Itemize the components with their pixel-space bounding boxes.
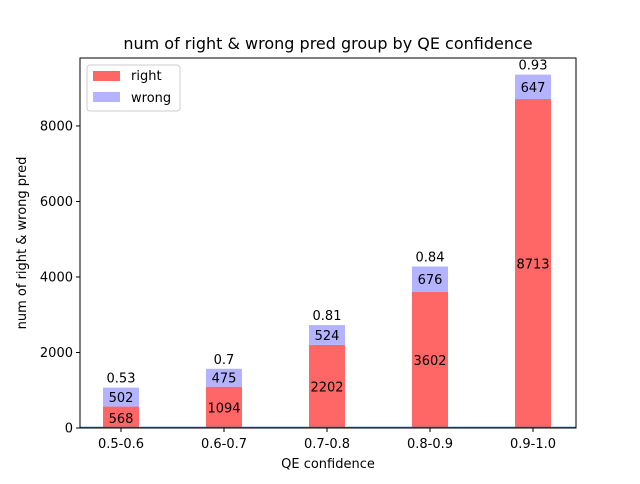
legend-label-right: right bbox=[131, 69, 162, 84]
bar-wrong bbox=[309, 325, 345, 345]
data-label-right: 568 bbox=[109, 412, 134, 427]
ratio-label: 0.93 bbox=[519, 59, 548, 74]
data-label-wrong: 475 bbox=[212, 372, 237, 387]
plot-area: 568 502 0.53 1094 475 0.7 2202 524 0.81 3602 676 0.… bbox=[80, 59, 576, 429]
y-tick-label: 4000 bbox=[40, 270, 73, 285]
data-label-right: 1094 bbox=[207, 401, 240, 416]
bar-wrong bbox=[206, 368, 242, 387]
bar-right bbox=[103, 406, 139, 428]
bar-wrong bbox=[515, 74, 551, 100]
chart-title: num of right & wrong pred group by QE co… bbox=[123, 34, 532, 53]
x-tick-label: 0.6-0.7 bbox=[201, 437, 247, 452]
x-axis: 0.5-0.6 0.6-0.7 0.7-0.8 0.8-0.9 0.9-1.0 bbox=[98, 428, 556, 452]
ratio-label: 0.7 bbox=[214, 353, 235, 368]
data-label-right: 2202 bbox=[310, 380, 343, 395]
ratio-label: 0.81 bbox=[313, 309, 342, 324]
y-tick-label: 0 bbox=[65, 422, 73, 437]
legend-swatch-right bbox=[93, 71, 120, 81]
y-tick-label: 6000 bbox=[40, 195, 73, 210]
x-tick-label: 0.9-1.0 bbox=[510, 437, 556, 452]
bar-right bbox=[515, 99, 551, 428]
data-label-right: 3602 bbox=[413, 354, 446, 369]
bar-right bbox=[309, 344, 345, 428]
data-label-wrong: 676 bbox=[418, 273, 443, 288]
y-axis-label: num of right & wrong pred bbox=[15, 157, 30, 330]
y-tick-label: 8000 bbox=[40, 119, 73, 134]
x-tick-label: 0.5-0.6 bbox=[98, 437, 144, 452]
x-tick-label: 0.7-0.8 bbox=[304, 437, 350, 452]
bar-wrong bbox=[412, 266, 448, 293]
plot-frame bbox=[79, 57, 577, 429]
bar-right bbox=[412, 292, 448, 428]
bar-right bbox=[206, 386, 242, 428]
y-tick-label: 2000 bbox=[40, 346, 73, 361]
legend: right wrong bbox=[86, 64, 181, 112]
data-label-wrong: 524 bbox=[315, 329, 340, 344]
y-axis: 0 2000 4000 6000 8000 bbox=[40, 119, 80, 437]
x-axis-label: QE confidence bbox=[281, 457, 375, 472]
data-label-wrong: 502 bbox=[109, 391, 134, 406]
data-label-wrong: 647 bbox=[521, 81, 546, 96]
bar-wrong bbox=[103, 387, 139, 407]
legend-swatch-wrong bbox=[93, 92, 120, 102]
ratio-label: 0.84 bbox=[416, 250, 445, 265]
legend-label-wrong: wrong bbox=[131, 91, 171, 106]
x-tick-label: 0.8-0.9 bbox=[407, 437, 453, 452]
ratio-label: 0.53 bbox=[107, 372, 136, 387]
data-label-right: 8713 bbox=[516, 258, 549, 273]
